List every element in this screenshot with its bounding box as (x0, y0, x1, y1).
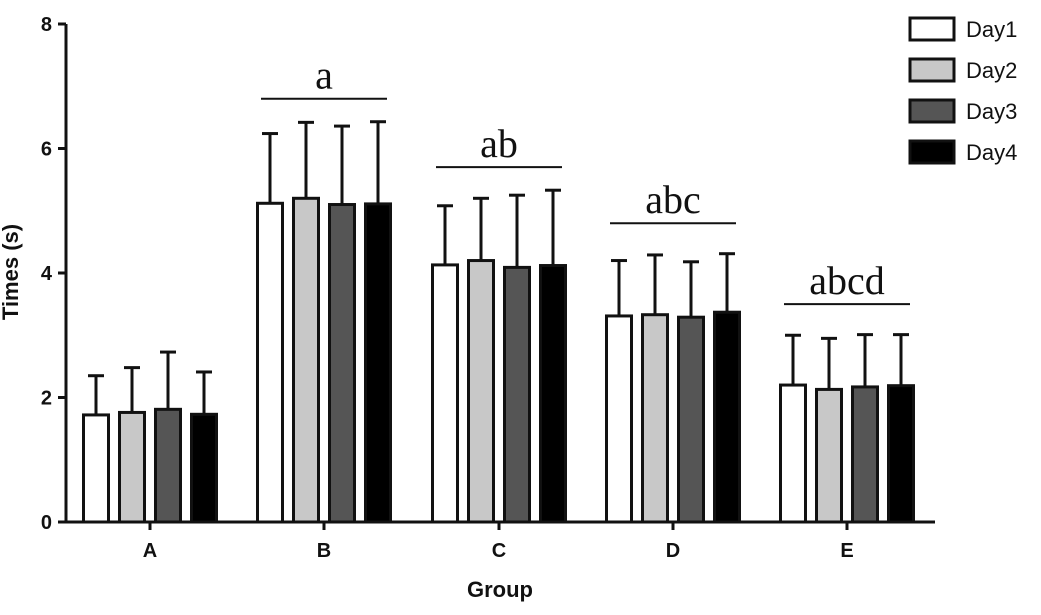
legend-swatch-day3 (908, 98, 956, 124)
bar-day2 (467, 259, 495, 524)
legend-label: Day3 (966, 99, 1017, 124)
y-tick-label: 0 (41, 512, 52, 534)
y-axis-title: Times (s) (0, 224, 23, 320)
legend-label: Day2 (966, 58, 1017, 83)
y-tick-label: 4 (41, 263, 53, 285)
x-tick-label: C (492, 540, 506, 562)
x-tick-label: A (143, 540, 157, 562)
bar-day1 (82, 413, 110, 524)
significance-annotations: a ab abc abcd (261, 53, 910, 306)
bar-day1 (431, 263, 459, 524)
x-tick-label: B (317, 540, 331, 562)
bar-day3 (328, 203, 356, 524)
bar-day4 (713, 310, 741, 524)
legend: Day1 Day2 Day3 Day4 (908, 16, 1017, 165)
legend-swatch-day2 (908, 57, 956, 83)
bar-day1 (779, 383, 807, 524)
legend-swatch-day4 (908, 139, 956, 165)
x-axis-title: Group (467, 577, 533, 602)
legend-swatch-day1 (908, 16, 956, 42)
x-axis: A B C D E (65, 520, 935, 562)
bar-day2 (815, 387, 843, 524)
annotation-label: abc (645, 177, 701, 222)
bar-day1 (605, 314, 633, 524)
y-tick-label: 2 (41, 388, 52, 410)
bar-day2 (118, 410, 146, 524)
bar-day4 (364, 202, 392, 524)
annotation-label: a (315, 53, 333, 98)
annotation-label: ab (480, 121, 518, 166)
bar-day4 (190, 412, 218, 524)
bar-day3 (851, 385, 879, 524)
bar-day3 (503, 265, 531, 524)
bar-day3 (677, 315, 705, 524)
legend-label: Day1 (966, 17, 1017, 42)
bar-day3 (154, 407, 182, 524)
y-axis: 0 2 4 6 8 (41, 14, 68, 534)
y-tick-label: 8 (41, 14, 52, 36)
legend-label: Day4 (966, 140, 1017, 165)
bar-day2 (641, 313, 669, 524)
y-tick-label: 6 (41, 139, 52, 161)
annotation-label: abcd (809, 258, 885, 303)
bar-day4 (539, 264, 567, 524)
bar-day1 (256, 201, 284, 524)
bar-day2 (292, 196, 320, 524)
bar-day4 (887, 384, 915, 524)
bars (82, 120, 915, 524)
x-tick-label: D (666, 540, 680, 562)
x-tick-label: E (840, 540, 853, 562)
